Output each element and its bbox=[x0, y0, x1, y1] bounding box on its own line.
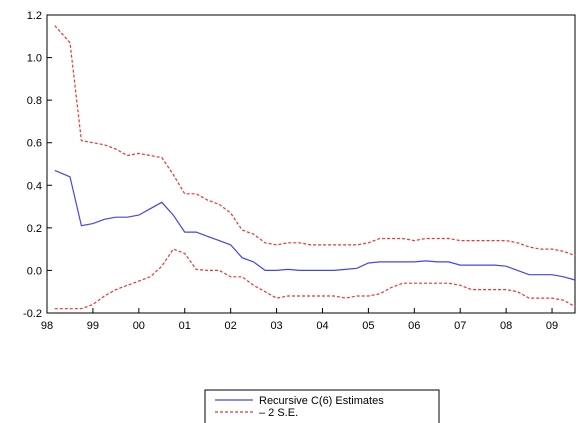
legend: Recursive C(6) Estimates – 2 S.E. bbox=[204, 389, 440, 423]
legend-label-se: – 2 S.E. bbox=[259, 407, 298, 419]
x-tick-label: 01 bbox=[179, 320, 191, 332]
x-tick-label: 03 bbox=[270, 320, 282, 332]
y-axis: -0.2 0.0 0.2 0.4 0.6 0.8 1.0 1.2 bbox=[23, 10, 52, 320]
x-tick-label: 00 bbox=[133, 320, 145, 332]
y-tick-label: 0.0 bbox=[27, 265, 42, 277]
y-tick-label: -0.2 bbox=[23, 308, 42, 320]
x-tick-label: 98 bbox=[41, 320, 53, 332]
x-tick-label: 05 bbox=[362, 320, 374, 332]
x-tick-label: 07 bbox=[454, 320, 466, 332]
x-tick-label: 99 bbox=[87, 320, 99, 332]
x-tick-label: 08 bbox=[500, 320, 512, 332]
series-line-estimates bbox=[54, 169, 576, 281]
x-tick-label: 02 bbox=[225, 320, 237, 332]
y-tick-label: 0.2 bbox=[27, 223, 42, 235]
y-tick-label: 0.6 bbox=[27, 138, 42, 150]
y-tick-label: 1.0 bbox=[27, 53, 42, 65]
y-tick-label: 1.2 bbox=[27, 10, 42, 22]
x-tick-label: 04 bbox=[316, 320, 328, 332]
legend-box bbox=[204, 389, 440, 423]
x-axis: 98 99 00 01 02 03 04 05 06 07 08 09 bbox=[41, 308, 558, 332]
series-layer bbox=[54, 25, 576, 310]
x-tick-label: 06 bbox=[408, 320, 420, 332]
plot-frame bbox=[46, 14, 576, 314]
y-tick-label: 0.4 bbox=[27, 180, 42, 192]
series-line-upper-band bbox=[54, 25, 576, 257]
y-tick-label: 0.8 bbox=[27, 95, 42, 107]
x-tick-label: 09 bbox=[546, 320, 558, 332]
plot-area: -0.2 0.0 0.2 0.4 0.6 0.8 1.0 1.2 98 99 00 01 02 03 04… bbox=[23, 10, 576, 332]
series-line-lower-band bbox=[54, 248, 576, 310]
legend-label-estimates: Recursive C(6) Estimates bbox=[259, 395, 384, 407]
